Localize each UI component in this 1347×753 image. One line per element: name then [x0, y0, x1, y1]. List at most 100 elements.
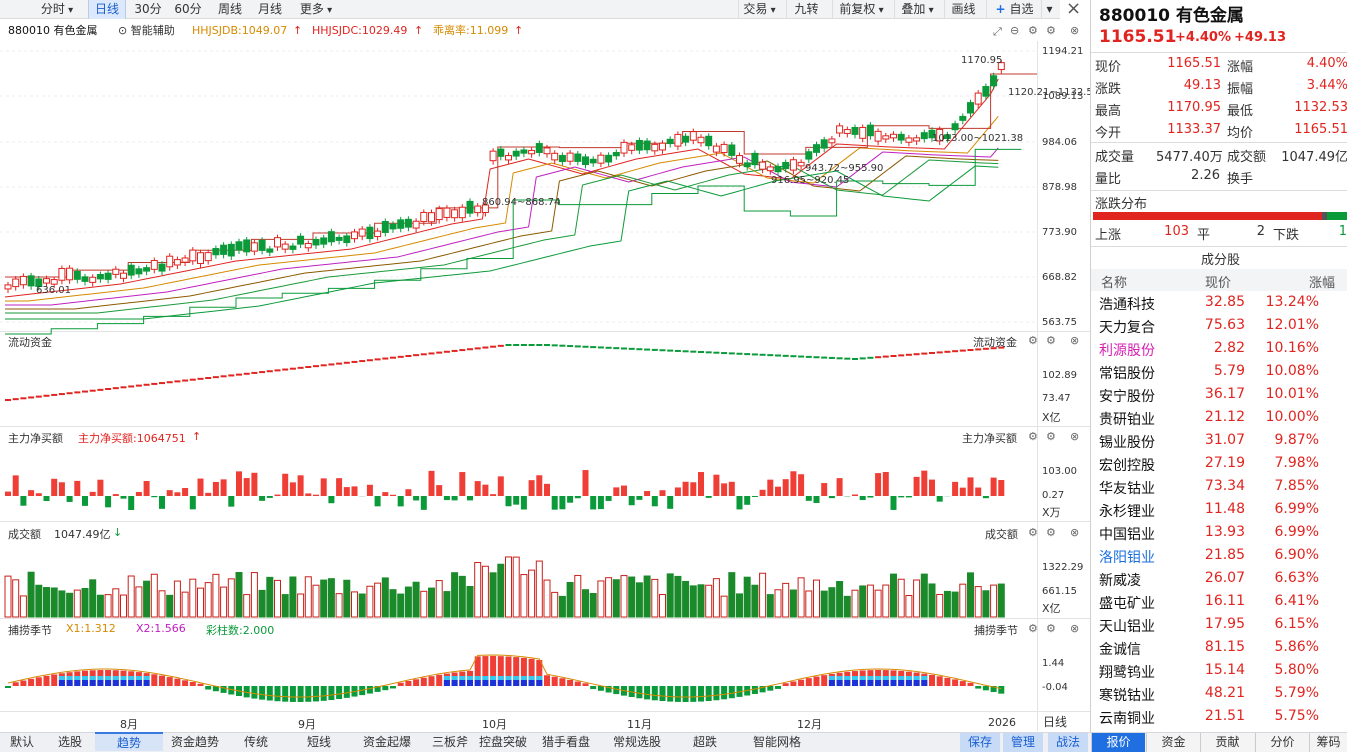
gear-icon[interactable]: ⚙ [1046, 334, 1056, 347]
strategy-tab[interactable]: 智能网格 [741, 733, 813, 752]
adjust-button[interactable]: 前复权 [832, 0, 890, 19]
panel-action-button[interactable]: 管理 [1003, 733, 1043, 752]
quote-tab[interactable]: 资金 [1146, 733, 1200, 752]
nine-turn-button[interactable]: 九转 [786, 0, 826, 19]
gear-icon[interactable]: ⚙ [1028, 430, 1038, 443]
strategy-tab[interactable]: 控盘突破 [476, 733, 530, 752]
flow-unit: X亿 [1042, 409, 1061, 425]
draw-button[interactable]: 画线 [944, 0, 982, 19]
season-axis-tick: 1.44 [1042, 658, 1064, 669]
close-icon[interactable]: ⊗ [1070, 430, 1079, 443]
gear-icon[interactable]: ⚙ [1046, 622, 1056, 635]
stock-pct: 10.00% [1261, 409, 1319, 425]
season-bars: 彩柱数:2.000 [206, 622, 274, 638]
quote-value: 49.13 [1151, 78, 1221, 93]
tab-weekly[interactable]: 周线 [212, 0, 248, 19]
stock-price: 31.07 [1191, 432, 1245, 448]
quote-tab[interactable]: 贡献 [1200, 733, 1254, 752]
gear-icon[interactable]: ⚙ [1046, 24, 1056, 37]
close-icon[interactable]: ⊗ [1070, 526, 1079, 539]
period-label[interactable]: 日线 [1043, 713, 1067, 730]
gear-icon[interactable]: ⚙ [1028, 526, 1038, 539]
quote-tab[interactable]: 筹码 [1309, 733, 1347, 752]
stock-pct: 5.86% [1261, 639, 1319, 655]
close-icon[interactable]: ⊗ [1070, 334, 1079, 347]
tab-60min[interactable]: 60分 [170, 0, 206, 19]
quote-tab[interactable]: 分价 [1255, 733, 1309, 752]
col-name[interactable]: 名称 [1101, 272, 1127, 291]
high-annotation: 1170.95 [961, 55, 1002, 66]
bottom-toolbar: 默认选股趋势资金趋势传统短线资金起爆三板斧控盘突破猎手看盘常规选股超跌智能网格 保… [0, 732, 1347, 752]
quote-label: 今开 [1095, 122, 1121, 141]
date-tick: 11月 [627, 716, 652, 732]
stock-pct: 7.98% [1261, 455, 1319, 471]
strategy-tab[interactable]: 传统 [226, 733, 286, 752]
col-price[interactable]: 现价 [1205, 272, 1231, 291]
stock-name: 寒锐钴业 [1099, 685, 1155, 705]
tab-intraday[interactable]: 分时 [30, 0, 84, 19]
strategy-tab[interactable]: 选股 [48, 733, 92, 752]
strategy-tab[interactable]: 三板斧 [426, 733, 474, 752]
turnover-unit: X亿 [1042, 600, 1061, 616]
close-panel-button[interactable]: × [1066, 0, 1081, 19]
up-count: 103 [1149, 224, 1189, 239]
watchlist-dropdown[interactable]: ▾ [1041, 0, 1057, 19]
close-icon[interactable]: ⊗ [1070, 622, 1079, 635]
quote-value: 1133.37 [1151, 122, 1221, 137]
panel-action-button[interactable]: 保存 [960, 733, 1000, 752]
trade-button[interactable]: 交易 [738, 0, 780, 19]
gear-icon[interactable]: ⚙ [1028, 622, 1038, 635]
overlay-button[interactable]: 叠加 [894, 0, 940, 19]
close-icon[interactable]: ⊗ [1070, 24, 1079, 37]
tab-monthly[interactable]: 月线 [252, 0, 288, 19]
strategy-tab[interactable]: 常规选股 [604, 733, 670, 752]
tab-daily[interactable]: 日线 [88, 0, 126, 19]
tab-more[interactable]: 更多 [293, 0, 339, 19]
smart-assist-toggle[interactable]: ⊙ 智能辅助 [118, 21, 175, 41]
stock-price: 48.21 [1191, 685, 1245, 701]
col-pct[interactable]: 涨幅 [1309, 272, 1335, 291]
panel-action-button[interactable]: 战法 [1048, 733, 1088, 752]
strategy-tab[interactable]: 资金起爆 [351, 733, 423, 752]
gear-icon[interactable]: ⚙ [1028, 334, 1038, 347]
stock-price: 75.63 [1191, 317, 1245, 333]
strategy-tab[interactable]: 短线 [290, 733, 348, 752]
expand-icon[interactable]: ⤢ [993, 25, 1002, 39]
watchlist-button[interactable]: + 自选 [986, 0, 1042, 19]
quote-value: 1165.51 [1271, 122, 1347, 137]
quote-tab[interactable]: 报价 [1091, 733, 1145, 752]
stock-pct: 6.99% [1261, 524, 1319, 540]
strategy-tab[interactable]: 猎手看盘 [531, 733, 601, 752]
gear-icon[interactable]: ⚙ [1028, 24, 1038, 37]
strategy-tab[interactable]: 超跌 [673, 733, 737, 752]
strategy-tab[interactable]: 资金趋势 [166, 733, 224, 752]
tab-30min[interactable]: 30分 [130, 0, 166, 19]
minus-icon[interactable]: ⊖ [1010, 24, 1019, 37]
gear-icon[interactable]: ⚙ [1046, 430, 1056, 443]
stock-price: 36.17 [1191, 386, 1245, 402]
stock-name: 利源股份 [1099, 340, 1155, 360]
strategy-tab[interactable]: 默认 [0, 733, 44, 752]
period-toolbar: 分时 日线 30分 60分 周线 月线 更多 交易 九转 前复权 叠加 画线 +… [0, 0, 1060, 19]
gear-icon[interactable]: ⚙ [1046, 526, 1056, 539]
strategy-tab[interactable]: 趋势 [95, 732, 163, 751]
